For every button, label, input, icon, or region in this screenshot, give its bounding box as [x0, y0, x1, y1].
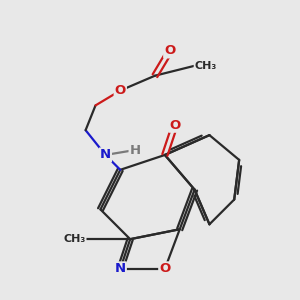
Text: O: O	[169, 119, 180, 132]
Text: CH₃: CH₃	[63, 234, 86, 244]
Text: N: N	[115, 262, 126, 275]
Text: O: O	[115, 84, 126, 97]
Text: O: O	[159, 262, 170, 275]
Text: CH₃: CH₃	[195, 61, 217, 71]
Text: H: H	[130, 143, 141, 157]
Text: O: O	[164, 44, 176, 57]
Text: N: N	[100, 148, 111, 161]
